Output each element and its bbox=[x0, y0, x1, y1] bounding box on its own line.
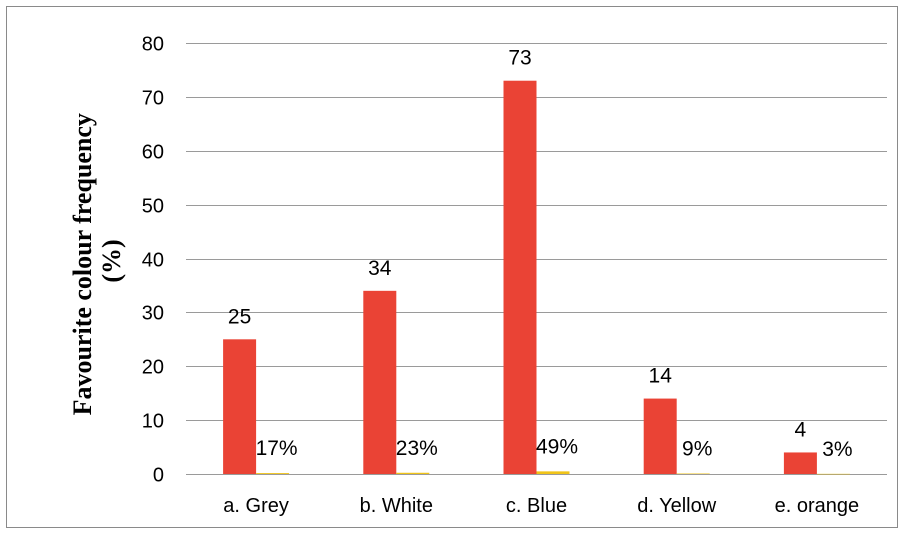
y-tick-label-20: 20 bbox=[142, 357, 164, 379]
bars bbox=[223, 80, 850, 475]
data-label-series2-3: 9% bbox=[682, 438, 712, 461]
bar-series1-4 bbox=[783, 452, 817, 474]
data-label-series1-0: 25 bbox=[228, 305, 251, 328]
y-axis-label: Favourite colour frequency (%) bbox=[68, 107, 126, 416]
y-axis-label-line-2: (%) bbox=[97, 239, 126, 282]
x-axis-ticks: a. Grey b. White c. Blue d. Yellow e. orange bbox=[223, 495, 859, 517]
bar-series1-0 bbox=[223, 339, 257, 474]
bar-series2-0 bbox=[256, 473, 290, 474]
y-tick-label-10: 10 bbox=[142, 411, 164, 433]
y-tick-label-80: 80 bbox=[142, 34, 164, 56]
bar-series1-2 bbox=[503, 80, 537, 475]
bar-series1-1 bbox=[363, 290, 397, 474]
data-label-series2-1: 23% bbox=[396, 437, 438, 460]
bar-series1-3 bbox=[643, 398, 677, 474]
y-tick-label-60: 60 bbox=[142, 142, 164, 164]
x-tick-label-2: c. Blue bbox=[506, 495, 567, 517]
bar-series2-3 bbox=[676, 473, 710, 475]
x-tick-label-0: a. Grey bbox=[223, 495, 289, 517]
y-tick-label-70: 70 bbox=[142, 88, 164, 110]
data-label-series1-4: 4 bbox=[795, 418, 807, 441]
data-label-series2-0: 17% bbox=[256, 437, 298, 460]
y-axis-ticks: 0 10 20 30 40 50 60 70 80 bbox=[142, 34, 164, 487]
x-tick-label-4: e. orange bbox=[775, 495, 860, 517]
x-tick-label-1: b. White bbox=[360, 495, 433, 517]
chart-frame bbox=[6, 6, 898, 528]
bar-series2-2 bbox=[536, 471, 570, 474]
data-label-series2-2: 49% bbox=[536, 435, 578, 458]
data-label-series1-3: 14 bbox=[649, 365, 673, 388]
bar-series2-4 bbox=[816, 473, 850, 475]
bar-series2-1 bbox=[396, 472, 430, 474]
data-label-series1-1: 34 bbox=[368, 257, 392, 280]
y-axis-label-line-1: Favourite colour frequency bbox=[68, 113, 97, 415]
data-label-series2-4: 3% bbox=[822, 438, 852, 461]
y-tick-label-30: 30 bbox=[142, 303, 164, 325]
y-tick-label-0: 0 bbox=[153, 465, 164, 487]
y-tick-label-40: 40 bbox=[142, 250, 164, 272]
data-labels: 25 17% 34 23% 73 49% 14 9% 4 3% bbox=[228, 47, 853, 461]
x-tick-label-3: d. Yellow bbox=[637, 495, 717, 517]
data-label-series1-2: 73 bbox=[508, 47, 531, 70]
y-tick-label-50: 50 bbox=[142, 196, 164, 218]
